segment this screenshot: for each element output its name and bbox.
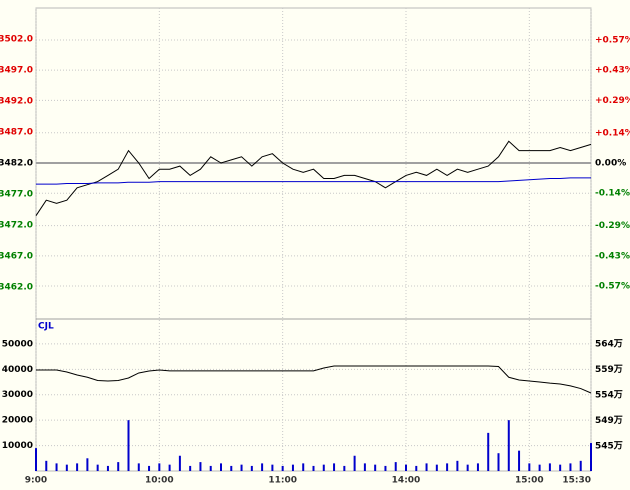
y2-tick-label: +0.14% xyxy=(595,128,630,138)
y-tick-label: 3462.0 xyxy=(0,283,33,293)
volume-bar xyxy=(230,465,233,471)
y-tick-label: 3502.0 xyxy=(0,35,33,45)
volume-bar xyxy=(106,465,109,471)
y-tick-label: 3472.0 xyxy=(0,221,33,231)
y-tick-label: 20000 xyxy=(2,416,33,426)
volume-bar xyxy=(148,465,151,471)
volume-bar xyxy=(435,464,438,471)
y-tick-label: 10000 xyxy=(2,441,33,451)
y-tick-label: 3482.0 xyxy=(0,159,33,169)
volume-bar xyxy=(415,465,418,471)
y-tick-label: 3487.0 xyxy=(0,128,33,138)
volume-bar xyxy=(158,463,161,471)
y2-tick-label: -0.29% xyxy=(595,221,630,231)
x-tick-label: 10:00 xyxy=(145,476,174,486)
x-tick-label: 15:30 xyxy=(562,476,591,486)
volume-bar xyxy=(86,458,89,471)
volume-bar xyxy=(178,455,181,471)
x-tick-label: 11:00 xyxy=(268,476,297,486)
y2-tick-label: -0.14% xyxy=(595,189,630,199)
volume-bar xyxy=(322,464,325,471)
volume-bar xyxy=(363,463,366,471)
volume-bar xyxy=(466,464,469,471)
y-tick-label: 30000 xyxy=(2,390,33,400)
x-tick-label: 15:00 xyxy=(515,476,544,486)
volume-bar xyxy=(507,420,510,471)
series-line xyxy=(36,177,591,185)
volume-bar xyxy=(446,463,449,471)
volume-bar xyxy=(333,463,336,471)
y2-tick-label: +0.43% xyxy=(595,66,630,76)
volume-bar xyxy=(35,448,37,471)
y-tick-label: 40000 xyxy=(2,365,33,375)
volume-bar xyxy=(45,460,48,471)
volume-bar xyxy=(569,463,572,471)
volume-bar xyxy=(261,463,264,471)
x-tick-label: 14:00 xyxy=(392,476,421,486)
volume-bar xyxy=(55,463,58,471)
volume-bar xyxy=(199,462,202,471)
volume-bar xyxy=(127,420,130,471)
volume-bar xyxy=(220,463,222,471)
volume-bar xyxy=(271,464,274,471)
y2-tick-label: 545万 xyxy=(595,440,623,451)
volume-bar xyxy=(559,464,562,471)
y2-tick-label: -0.43% xyxy=(595,251,630,261)
volume-bar xyxy=(405,464,407,471)
volume-bar xyxy=(518,450,521,471)
volume-bar xyxy=(343,465,346,471)
y-tick-label: 3467.0 xyxy=(0,252,33,262)
volume-bar xyxy=(96,464,99,471)
volume-bar xyxy=(579,460,582,471)
series-line xyxy=(36,365,592,394)
y-tick-label: 3492.0 xyxy=(0,97,33,107)
volume-bar xyxy=(425,463,428,471)
volume-bar xyxy=(76,463,79,471)
panel-title: CJL xyxy=(38,322,54,332)
y2-tick-label: 564万 xyxy=(595,338,623,349)
volume-bar xyxy=(189,465,192,471)
x-tick-label: 9:00 xyxy=(25,476,47,486)
volume-bar xyxy=(168,464,171,471)
volume-bar xyxy=(487,432,490,471)
y-tick-label: 50000 xyxy=(2,339,33,349)
y2-tick-label: -0.57% xyxy=(595,282,630,292)
volume-bar xyxy=(476,463,479,471)
volume-bar xyxy=(291,464,294,471)
y-tick-label: 3497.0 xyxy=(0,66,33,76)
y2-tick-label: 559万 xyxy=(595,364,623,375)
volume-bar xyxy=(117,462,120,471)
volume-bar xyxy=(281,465,284,471)
volume-bar xyxy=(374,464,377,471)
volume-bar xyxy=(394,462,397,471)
volume-bar xyxy=(590,443,592,471)
y-tick-label: 3477.0 xyxy=(0,190,33,200)
volume-bar xyxy=(240,464,243,471)
volume-bar xyxy=(528,463,531,471)
volume-bar xyxy=(312,465,315,471)
volume-bar xyxy=(209,465,212,471)
series-line xyxy=(35,140,592,216)
volume-bar xyxy=(137,463,140,471)
volume-bar xyxy=(456,460,459,471)
volume-bar xyxy=(250,465,253,471)
y2-tick-label: 549万 xyxy=(595,415,623,426)
volume-bar xyxy=(384,465,387,471)
y2-tick-label: 554万 xyxy=(595,389,623,400)
y2-tick-label: +0.29% xyxy=(595,96,630,106)
volume-bar xyxy=(548,463,551,471)
volume-bar xyxy=(538,464,541,471)
volume-bar xyxy=(65,464,68,471)
volume-bar xyxy=(497,453,500,471)
y2-tick-label: +0.57% xyxy=(595,35,630,45)
volume-bar xyxy=(302,463,305,471)
volume-bar xyxy=(353,455,356,471)
y2-tick-label: 0.00% xyxy=(595,159,626,169)
